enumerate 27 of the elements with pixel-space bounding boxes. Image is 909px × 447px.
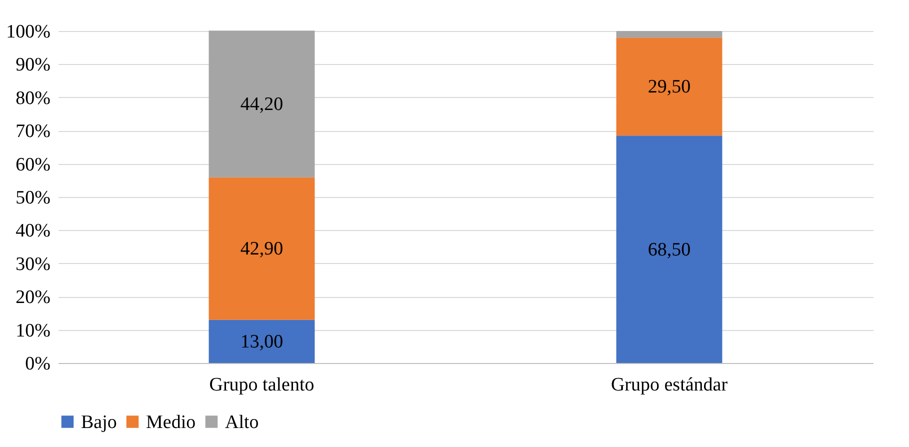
legend-label: Alto [225, 412, 259, 433]
bar [208, 177, 315, 320]
y-tick-label: 20% [16, 287, 51, 308]
bar [208, 320, 315, 363]
x-tick-label: Grupo estándar [610, 374, 728, 396]
y-tick-label: 40% [16, 220, 51, 242]
y-tick-label: 50% [16, 188, 51, 208]
y-tick-label: 30% [16, 254, 51, 275]
bar [616, 136, 722, 363]
y-tick-label: 70% [16, 121, 51, 142]
y-tick-label: 100% [6, 22, 51, 42]
bar [208, 30, 315, 178]
data-label: 68,50 [648, 239, 691, 260]
y-tick-label: 0% [25, 354, 51, 374]
x-tick-label: Grupo talento [209, 374, 314, 396]
bar [616, 31, 722, 38]
y-tick-label: 60% [16, 154, 51, 176]
bar [616, 38, 722, 136]
data-label: 29,50 [648, 76, 691, 98]
y-tick-label: 10% [16, 320, 51, 342]
legend-label: Medio [146, 412, 196, 433]
data-label: 44,20 [240, 94, 284, 116]
data-label: 42,90 [240, 238, 284, 260]
y-tick-label: 80% [16, 88, 51, 109]
data-label: 13,00 [240, 331, 284, 352]
y-tick-label: 90% [16, 54, 51, 76]
legend-label: Bajo [81, 412, 117, 433]
